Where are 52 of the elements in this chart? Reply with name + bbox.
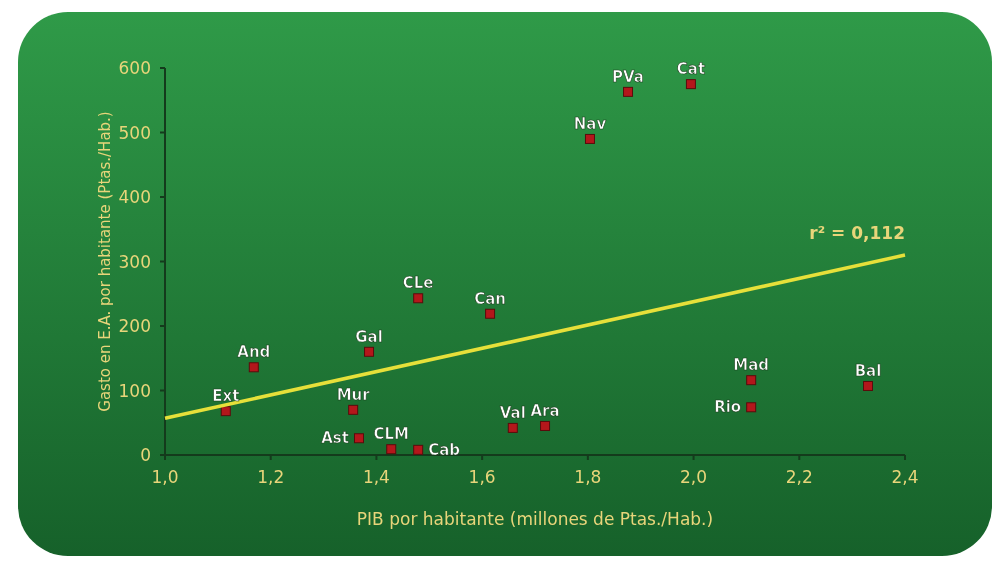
- point: [623, 86, 634, 97]
- x-tick-label: 2,4: [891, 467, 919, 487]
- x-tick-label: 1,8: [574, 467, 602, 487]
- x-tick-label: 2,2: [785, 467, 813, 487]
- point: [413, 444, 424, 455]
- point: [248, 362, 259, 373]
- y-tick-label: 200: [118, 316, 151, 336]
- x-axis-title: PIB por habitante (millones de Ptas./Hab.): [356, 509, 714, 529]
- annotation: Cab: [428, 440, 461, 459]
- y-tick-label: 500: [118, 122, 151, 143]
- point: [584, 133, 595, 144]
- annotation: Val: [499, 403, 526, 422]
- point: [863, 380, 873, 391]
- annotation: Mur: [336, 385, 371, 404]
- annotation: Can: [474, 289, 506, 308]
- x-tick-label: 1,4: [362, 467, 390, 487]
- annotation: CLe: [402, 274, 434, 293]
- annotation: And: [237, 343, 271, 362]
- x-tick-label: 1,2: [257, 467, 285, 487]
- point: [220, 406, 231, 417]
- point: [386, 444, 397, 455]
- annotation: Nav: [573, 114, 607, 133]
- y-tick-label: 400: [118, 187, 151, 207]
- y-tick-label: 300: [118, 251, 151, 272]
- annotation: Ara: [530, 401, 560, 420]
- annotation: r² = 0,112: [809, 223, 905, 244]
- point: [364, 346, 375, 357]
- point: [746, 402, 757, 413]
- y-tick-label: 600: [118, 58, 151, 78]
- annotation: PVa: [612, 67, 644, 86]
- point: [540, 420, 551, 431]
- annotation: CLM: [373, 425, 409, 444]
- x-tick-label: 1,6: [468, 467, 496, 487]
- point: [348, 404, 359, 415]
- annotation: Mad: [733, 356, 770, 375]
- point: [685, 79, 696, 90]
- annotation: Ast: [321, 429, 349, 448]
- annotation: Ext: [212, 387, 240, 406]
- y-tick-label: 0: [140, 445, 151, 465]
- annotation: Cat: [676, 60, 706, 79]
- y-tick-label: 100: [118, 380, 151, 401]
- annotation: Gal: [355, 327, 383, 346]
- annotation: Rio: [714, 398, 742, 417]
- point: [746, 375, 757, 386]
- point: [353, 433, 364, 444]
- point: [507, 422, 518, 433]
- x-tick-label: 1,0: [151, 467, 179, 487]
- x-tick-label: 2,0: [680, 467, 708, 487]
- annotation: Bal: [854, 361, 882, 380]
- point: [413, 293, 424, 304]
- y-axis-title: Gasto en E.A. por habitante (Ptas./Hab.): [96, 111, 114, 412]
- point: [485, 308, 496, 319]
